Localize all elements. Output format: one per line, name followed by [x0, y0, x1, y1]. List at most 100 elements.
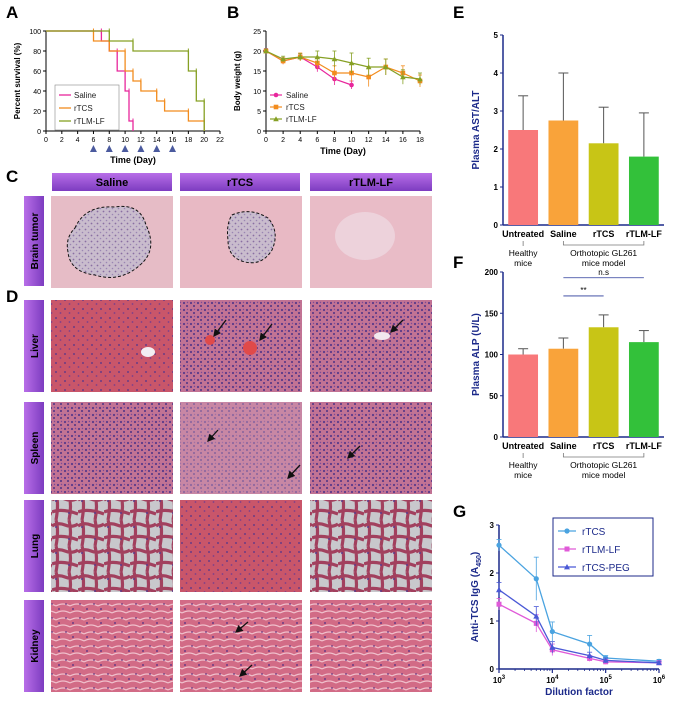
row-label-lung-box — [24, 500, 44, 592]
row-label-kidney: Kidney — [30, 629, 41, 663]
x-tick-label: 106 — [653, 675, 666, 685]
point-rtcs-peg — [602, 657, 609, 663]
group-bracket-orthotopic — [562, 453, 645, 458]
liver-rtcs-arrow-1 — [213, 319, 227, 338]
chart-e-ast-alt: 0 1 2 3 4 5 Plasma AST/ALT Untreated Saline rTCS r… — [471, 31, 664, 268]
x-tick-label: 10 — [121, 137, 129, 144]
legend-label-rtcs: rTCS — [286, 103, 305, 112]
kidney-rtcs-arrow-1 — [235, 621, 249, 633]
y-tick-label: 100 — [485, 351, 499, 360]
bar-untreated — [508, 354, 539, 437]
bar-rtcs — [588, 327, 619, 437]
header-rtlmlf-box — [310, 173, 432, 191]
y-tick-label: 1 — [494, 183, 499, 192]
point-rtlm-lf — [280, 56, 286, 62]
point-rtlm-lf — [348, 60, 355, 66]
legend-marker-rtlm-lf — [564, 546, 570, 552]
panel-letter-a: A — [6, 3, 18, 22]
legend-label-rtlm-lf: rTLM-LF — [582, 545, 620, 556]
legend-label-rtcs: rTCS — [582, 527, 606, 538]
category-label-rtlm-lf: rTLM-LF — [626, 229, 662, 239]
brain-saline-tumor-outline — [66, 205, 152, 278]
spleen-rtcs-texture — [180, 402, 302, 494]
x-tick-label: 14 — [153, 137, 161, 144]
panel-letter-g: G — [453, 502, 466, 521]
spleen-images — [51, 402, 432, 494]
spleen-rtcs-arrow-2 — [287, 464, 301, 479]
header-saline-box — [52, 173, 172, 191]
bar-saline — [548, 348, 579, 437]
significance-label-0: ** — [580, 286, 586, 295]
x-axis-title: Dilution factor — [545, 687, 613, 698]
point-rtlm-lf — [496, 601, 502, 607]
x-tick-label: 105 — [600, 675, 613, 685]
category-label-rtlm-lf: rTLM-LF — [626, 441, 662, 451]
x-tick-label: 18 — [416, 137, 424, 144]
x-tick-label: 2 — [281, 137, 285, 144]
point-rtlm-lf — [314, 54, 321, 60]
header-rtcs-box — [180, 173, 300, 191]
point-rtlm-lf — [400, 74, 406, 80]
point-rtcs-peg — [586, 652, 593, 658]
liver-rtlmlf-arrow — [390, 319, 404, 333]
group-label-healthy: Healthy mice — [509, 460, 539, 480]
category-label-saline: Saline — [550, 229, 577, 239]
y-tick-label: 25 — [253, 29, 261, 36]
y-tick-label: 0 — [37, 129, 41, 136]
y-tick-label: 1 — [490, 617, 495, 626]
legend-box — [552, 517, 654, 577]
y-axis-title: Plasma AST/ALT — [471, 91, 482, 170]
x-tick-label: 6 — [92, 137, 96, 144]
kidney-images — [51, 600, 432, 692]
injection-arrow — [153, 145, 161, 152]
x-tick-label: 20 — [200, 137, 208, 144]
y-tick-label: 2 — [490, 569, 495, 578]
y-tick-label: 60 — [33, 69, 41, 76]
y-tick-label: 3 — [490, 521, 495, 530]
kidney-saline-image — [51, 600, 173, 692]
group-label-orthotopic: Orthotopic GL261 mice model — [570, 460, 637, 480]
legend-marker — [273, 92, 279, 98]
point-rtcs — [496, 542, 502, 548]
y-tick-label: 80 — [33, 49, 41, 56]
injection-arrow — [137, 145, 145, 152]
panel-letter-f: F — [453, 253, 463, 272]
point-rtcs — [332, 70, 337, 76]
series-line-rtlm-lf — [498, 603, 660, 664]
header-saline: Saline — [96, 177, 128, 189]
x-tick-label: 4 — [76, 137, 80, 144]
row-label-liver-box — [24, 300, 44, 392]
category-label-rtcs: rTCS — [593, 229, 615, 239]
injection-arrow — [169, 145, 177, 152]
chart-b-body-weight: 0 5 10 15 20 25 0 2 4 6 8 10 12 14 16 18 Time (Day) Body … — [233, 29, 424, 156]
bar-rtlm-lf — [628, 342, 659, 437]
point-rtlm-lf — [263, 48, 269, 54]
x-tick-label: 10 — [348, 137, 356, 144]
point-rtcs-peg — [549, 644, 556, 650]
y-tick-label: 40 — [33, 89, 41, 96]
point-rtlm-lf — [417, 76, 423, 82]
row-label-lung: Lung — [30, 534, 41, 558]
panel-letter-d: D — [6, 287, 18, 306]
x-tick-label: 104 — [546, 675, 559, 685]
row-label-brain-box — [24, 196, 44, 286]
y-tick-label: 0 — [494, 221, 499, 230]
row-label-brain-tumor: Brain tumor — [30, 213, 41, 270]
y-tick-label: 3 — [494, 107, 499, 116]
header-rtcs: rTCS — [227, 177, 253, 189]
lung-rtcs-image — [180, 500, 302, 592]
y-axis-title: Anti-TCS IgG (A450) — [470, 552, 483, 643]
row-label-kidney-box — [24, 600, 44, 692]
x-tick-label: 18 — [184, 137, 192, 144]
point-rtcs-peg — [656, 659, 662, 666]
chart-f-alp: 0 50 100 150 200 Plasma ALP (U/L) Untreated Sal… — [471, 268, 664, 480]
group-bracket-orthotopic — [562, 241, 645, 246]
spleen-saline-image — [51, 402, 173, 494]
legend-g: rTCS rTLM-LF rTCS-PEG — [552, 517, 654, 577]
point-rtlm-lf — [297, 54, 304, 60]
y-tick-label: 50 — [489, 392, 498, 401]
legend-marker — [273, 104, 279, 110]
x-tick-label: 14 — [382, 137, 390, 144]
x-tick-label: 8 — [332, 137, 336, 144]
liver-saline-vessel — [141, 347, 155, 357]
